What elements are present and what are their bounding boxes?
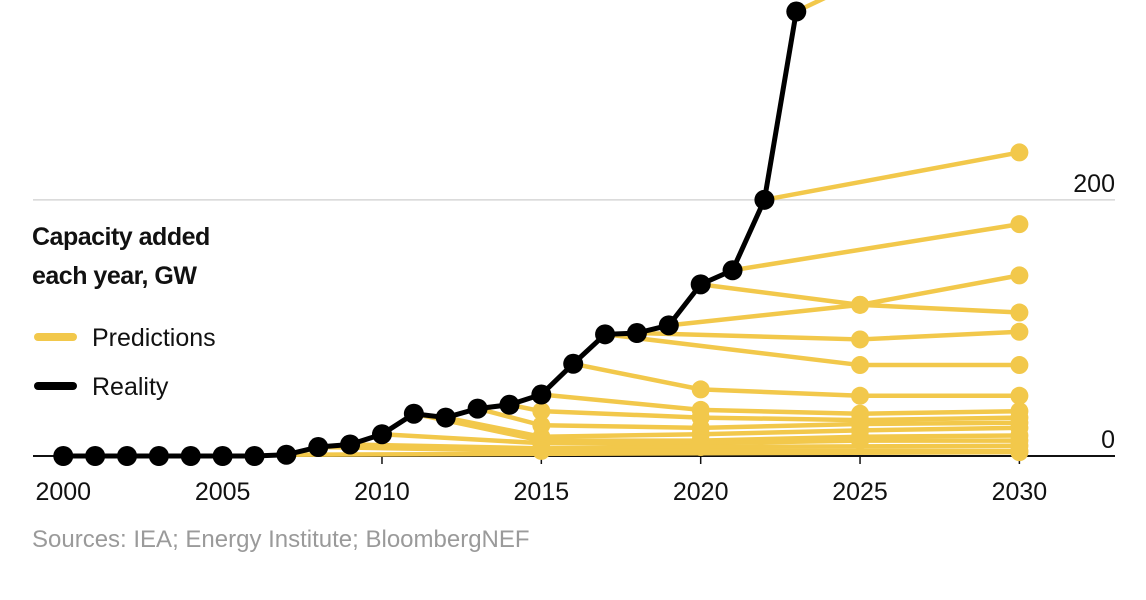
prediction-line [668,302,1020,328]
x-tick-label: 2020 [673,478,729,506]
y-tick-label: 0 [1101,426,1115,454]
reality-point [595,324,616,345]
reality-point [722,260,743,281]
prediction-point [851,386,870,405]
prediction-point [1010,386,1029,405]
legend-title: Capacity added each year, GW [32,223,210,290]
prediction-point [532,441,551,460]
x-tick-label: 2015 [514,478,570,506]
reality-point [117,446,138,466]
prediction-line [541,392,1020,416]
reality-point [435,407,456,428]
prediction-point [1010,322,1029,341]
reality-point [53,446,74,466]
x-tick-label: 2010 [354,478,410,506]
prediction-point [691,438,710,457]
reality-point [244,446,265,466]
reality-point [786,1,807,22]
prediction-point [851,330,870,349]
reality-point [403,403,424,424]
prediction-point [1010,356,1029,375]
reality-point [563,353,584,374]
prediction-point [1010,443,1029,462]
prediction-line [286,449,1020,457]
legend-label: Reality [92,373,169,401]
prediction-point [1010,215,1029,234]
prediction-line [636,329,1020,342]
prediction-point [851,431,870,450]
reality-point [690,274,711,295]
prediction-point [1010,266,1029,285]
reality-point [658,315,679,336]
reality-point [626,323,647,344]
reality-point [308,437,329,458]
reality-point [531,384,552,405]
reality-point [499,394,520,415]
prediction-point [691,380,710,399]
reality-point [85,446,106,466]
prediction-point [532,402,551,421]
x-tick-label: 2000 [35,478,91,506]
reality-point [371,424,392,445]
prediction-line [795,0,826,14]
prediction-line [572,361,1020,399]
x-tick-label: 2030 [992,478,1048,506]
reality-point [212,446,233,466]
reality-point [754,189,775,210]
prediction-point [1010,143,1029,162]
x-tick-label: 2005 [195,478,251,506]
prediction-line [764,150,1020,203]
reality-point [340,434,361,455]
reality-point [148,446,169,466]
y-tick-label: 200 [1073,170,1115,198]
reality-point [180,446,201,466]
reality-point [467,398,488,419]
prediction-line [732,221,1020,273]
prediction-point [851,356,870,375]
source-note: Sources: IEA; Energy Institute; Bloomber… [32,526,530,553]
legend-label: Predictions [92,324,216,352]
prediction-point [851,295,870,314]
prediction-point [1010,303,1029,322]
x-tick-label: 2025 [832,478,888,506]
reality-point [276,444,297,465]
